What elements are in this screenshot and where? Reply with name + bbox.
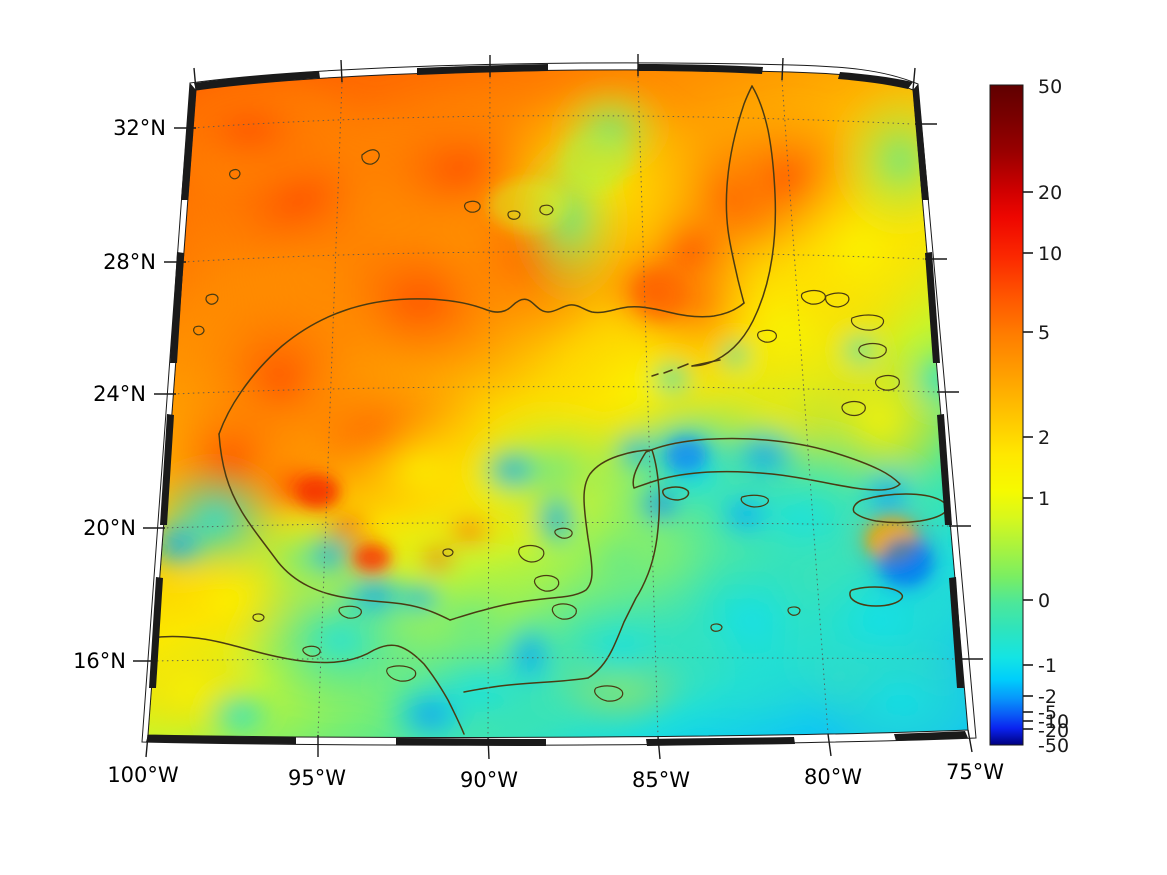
cbtick-label-m2: -2 xyxy=(1038,686,1057,708)
axis-ticks xyxy=(133,54,983,760)
cbtick-label-m1: -1 xyxy=(1038,655,1057,677)
cbtick-label-0: 0 xyxy=(1038,590,1050,612)
coastlines xyxy=(149,85,948,735)
cbtick-label-1: 1 xyxy=(1038,488,1050,510)
cbtick-label-50: 50 xyxy=(1038,76,1062,98)
ytick-label-2: 24°N xyxy=(93,382,146,406)
colorbar[interactable]: 50 20 10 5 2 1 0 -1 -2 -5 -10 -20 -50 xyxy=(989,76,1069,757)
xtick-label-1: 95°W xyxy=(288,766,346,790)
xtick-label-5: 75°W xyxy=(946,760,1004,784)
ytick-label-3: 20°N xyxy=(83,516,136,540)
xtick-label-3: 85°W xyxy=(632,768,690,792)
cbtick-label-m50: -50 xyxy=(1038,735,1069,757)
cbtick-label-20: 20 xyxy=(1038,182,1062,204)
xtick-label-2: 90°W xyxy=(460,768,518,792)
cbtick-label-m20: -20 xyxy=(1038,720,1069,742)
map-frame xyxy=(141,62,977,746)
ytick-label-1: 28°N xyxy=(103,250,156,274)
latitude-tick-labels: 32°N 28°N 24°N 20°N 16°N xyxy=(73,116,166,673)
longitude-tick-labels: 100°W 95°W 90°W 85°W 80°W 75°W xyxy=(107,760,1004,792)
cbtick-label-10: 10 xyxy=(1038,243,1062,265)
ytick-label-4: 16°N xyxy=(73,649,126,673)
colorbar-ticks xyxy=(1023,191,1033,730)
cbtick-label-5: 5 xyxy=(1038,322,1050,344)
colorbar-tick-labels: 50 20 10 5 2 1 0 -1 -2 -5 -10 -20 -50 xyxy=(1038,76,1069,757)
xtick-label-4: 80°W xyxy=(804,765,862,789)
cbtick-label-2: 2 xyxy=(1038,427,1050,449)
xtick-label-0: 100°W xyxy=(107,763,179,787)
map-data-field xyxy=(148,69,968,738)
cbtick-label-m5: -5 xyxy=(1038,702,1057,724)
field-fine-structure xyxy=(296,130,932,586)
cbtick-label-m10: -10 xyxy=(1038,711,1069,733)
colorbar-gradient xyxy=(990,85,1023,745)
field-anomaly-blobs xyxy=(148,69,968,738)
ytick-label-0: 32°N xyxy=(113,116,166,140)
colorbar-outline xyxy=(989,84,1024,746)
